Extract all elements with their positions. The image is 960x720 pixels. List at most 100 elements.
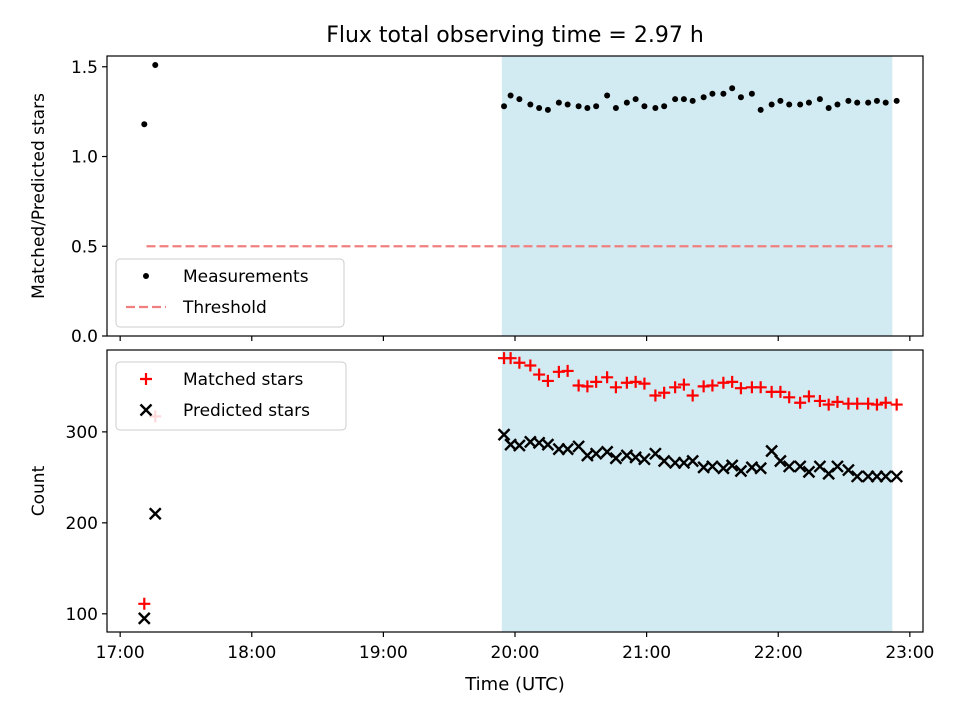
data-point bbox=[623, 99, 630, 106]
data-point bbox=[729, 85, 736, 92]
legend bbox=[115, 361, 347, 431]
data-point bbox=[575, 103, 582, 110]
data-point bbox=[882, 99, 889, 106]
data-point bbox=[854, 99, 861, 106]
data-point bbox=[706, 460, 719, 473]
data-point bbox=[816, 96, 823, 103]
data-point bbox=[842, 463, 855, 477]
data-point bbox=[813, 394, 826, 407]
data-point bbox=[865, 99, 872, 106]
data-point bbox=[845, 97, 852, 104]
data-point bbox=[507, 92, 514, 99]
data-point bbox=[564, 101, 571, 108]
data-point bbox=[720, 90, 727, 97]
data-point bbox=[516, 96, 523, 103]
legend-marker bbox=[140, 373, 152, 385]
data-point bbox=[774, 385, 787, 398]
data-point bbox=[802, 390, 815, 403]
data-point bbox=[893, 97, 900, 104]
data-point bbox=[638, 377, 651, 390]
data-point bbox=[870, 398, 883, 411]
data-point bbox=[513, 439, 526, 452]
data-point bbox=[890, 470, 904, 483]
data-point bbox=[657, 454, 671, 468]
data-point bbox=[873, 97, 880, 104]
legend bbox=[115, 258, 345, 328]
data-point bbox=[638, 452, 651, 466]
data-point bbox=[831, 395, 844, 408]
x-tick-label: 17:00 bbox=[96, 643, 145, 663]
data-point bbox=[726, 375, 739, 388]
data-point bbox=[677, 378, 690, 391]
chart-title: Flux total observing time = 2.97 h bbox=[326, 23, 704, 48]
y-tick-label: 1.5 bbox=[71, 58, 98, 78]
data-point bbox=[825, 105, 832, 112]
data-point bbox=[604, 92, 611, 99]
data-point bbox=[686, 389, 699, 402]
data-point bbox=[541, 438, 555, 451]
data-point bbox=[768, 101, 775, 108]
y-axis-label: Count bbox=[29, 465, 49, 516]
y-tick-label: 0.0 bbox=[71, 327, 98, 347]
data-point bbox=[652, 105, 659, 112]
legend-label: Threshold bbox=[182, 298, 267, 318]
shaded-interval bbox=[501, 56, 893, 336]
data-point bbox=[689, 97, 696, 104]
data-point bbox=[141, 121, 148, 128]
data-point bbox=[629, 375, 642, 388]
data-point bbox=[581, 380, 594, 393]
data-point bbox=[601, 371, 614, 384]
data-point bbox=[797, 101, 804, 108]
data-point bbox=[680, 96, 687, 103]
data-point bbox=[513, 356, 526, 369]
data-point bbox=[148, 507, 162, 521]
data-point bbox=[822, 398, 835, 411]
data-point bbox=[589, 447, 603, 461]
data-point bbox=[527, 101, 534, 108]
data-point bbox=[609, 381, 622, 394]
data-point bbox=[658, 386, 671, 399]
data-point bbox=[536, 105, 543, 112]
y-tick-label: 300 bbox=[66, 423, 98, 443]
data-point bbox=[561, 442, 574, 456]
data-point bbox=[152, 61, 159, 68]
data-point bbox=[541, 374, 554, 387]
data-point bbox=[765, 444, 778, 458]
data-point bbox=[734, 382, 747, 395]
data-point bbox=[533, 368, 546, 381]
data-point bbox=[725, 459, 739, 472]
x-tick-label: 23:00 bbox=[885, 643, 934, 663]
count-panel: 100 200 300 17:00 18:00 19:00 20:00 21:00 22:00 2… bbox=[29, 349, 934, 663]
legend-marker bbox=[139, 403, 153, 417]
legend-marker bbox=[143, 273, 149, 279]
data-point bbox=[794, 396, 807, 409]
data-point bbox=[706, 379, 719, 392]
data-point bbox=[805, 99, 812, 106]
data-point bbox=[612, 105, 619, 112]
data-point bbox=[501, 103, 508, 110]
data-point bbox=[609, 451, 623, 465]
x-tick-label: 20:00 bbox=[491, 643, 540, 663]
data-point bbox=[709, 90, 716, 97]
data-point bbox=[748, 90, 755, 97]
data-point bbox=[879, 396, 892, 409]
data-point bbox=[661, 103, 668, 110]
x-tick-label: 22:00 bbox=[754, 643, 803, 663]
data-point bbox=[600, 445, 614, 459]
data-point bbox=[561, 364, 574, 377]
data-point bbox=[641, 103, 648, 110]
data-point bbox=[786, 101, 793, 108]
shaded-interval bbox=[501, 350, 893, 632]
data-point bbox=[138, 597, 151, 610]
data-point bbox=[524, 359, 537, 372]
ratio-panel: 0.0 0.5 1.0 1.5 Matched/Predicted stars Measu… bbox=[29, 55, 924, 347]
data-point bbox=[834, 101, 841, 108]
data-point bbox=[879, 470, 893, 483]
y-tick-label: 0.5 bbox=[71, 237, 98, 257]
data-point bbox=[593, 103, 600, 110]
data-point bbox=[590, 375, 603, 388]
data-point bbox=[754, 461, 768, 475]
data-point bbox=[774, 454, 787, 468]
data-point bbox=[890, 398, 903, 411]
